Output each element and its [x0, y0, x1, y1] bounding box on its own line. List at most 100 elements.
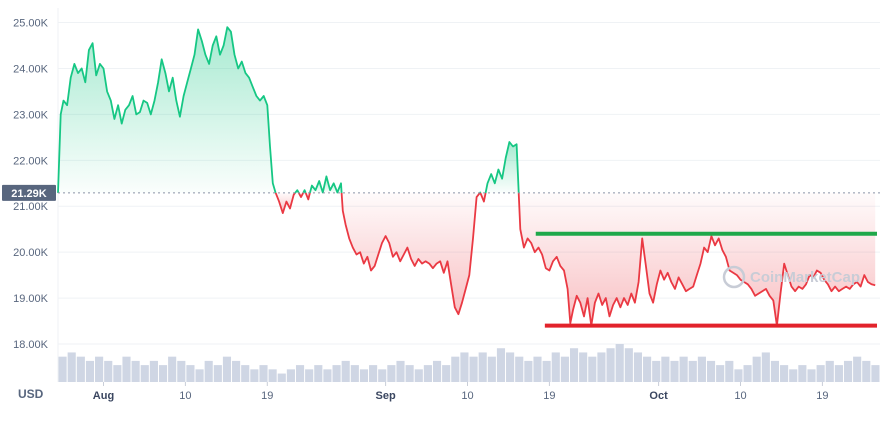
- volume-bar: [85, 360, 95, 382]
- y-tick-label: 22.00K: [13, 155, 49, 167]
- volume-bar: [542, 360, 551, 382]
- volume-bar: [369, 365, 378, 382]
- volume-bar: [122, 356, 131, 382]
- volume-bar: [131, 360, 140, 382]
- volume-bar: [770, 360, 780, 382]
- volume-bar: [76, 356, 85, 382]
- volume-bar: [168, 356, 177, 382]
- volume-bar: [789, 369, 798, 382]
- area-fill-up: [309, 176, 342, 193]
- volume-bar: [387, 365, 396, 382]
- volume-bar: [569, 348, 579, 382]
- volume-bar: [853, 356, 862, 382]
- volume-bar: [140, 365, 149, 382]
- volume-bar: [241, 365, 250, 382]
- volume-bar: [332, 365, 341, 382]
- y-tick-label: 25.00K: [13, 18, 49, 30]
- coinmarketcap-logo-icon: [722, 265, 746, 289]
- volume-bar: [104, 360, 113, 382]
- volume-bar: [652, 360, 661, 382]
- volume-bar: [478, 352, 487, 382]
- price-line-up: [309, 175, 343, 194]
- x-tick-label: 10: [179, 390, 191, 402]
- volume-bar: [643, 356, 652, 382]
- volume-bars: [58, 344, 880, 382]
- volume-bar: [232, 360, 241, 382]
- volume-bar: [515, 356, 524, 382]
- trend-annotations: [535, 231, 877, 328]
- volume-bar: [359, 369, 369, 382]
- volume-bar: [314, 365, 323, 382]
- y-tick-label: 18.00K: [13, 339, 49, 351]
- y-tick-label: 20.00K: [13, 247, 49, 259]
- volume-bar: [186, 365, 195, 382]
- volume-bar: [213, 365, 222, 382]
- volume-bar: [843, 360, 853, 382]
- volume-bar: [524, 360, 533, 382]
- volume-bar: [588, 356, 597, 382]
- x-tick-label: Oct: [649, 390, 668, 402]
- volume-bar: [670, 360, 679, 382]
- volume-bar: [277, 373, 286, 382]
- price-line-up: [484, 141, 520, 194]
- volume-bar: [752, 356, 761, 382]
- volume-bar: [606, 348, 615, 382]
- volume-bar: [405, 365, 414, 382]
- area-fill-down: [341, 192, 480, 315]
- volume-bar: [506, 352, 515, 382]
- x-tick-label: 19: [261, 390, 273, 402]
- volume-bar: [158, 365, 168, 382]
- volume-bar: [496, 348, 506, 382]
- volume-bar: [113, 365, 122, 382]
- volume-bar: [350, 365, 359, 382]
- x-tick-label: Aug: [93, 390, 114, 402]
- volume-bar: [661, 356, 670, 382]
- price-line-down: [340, 192, 481, 316]
- area-fill-up: [485, 142, 519, 193]
- volume-bar: [195, 369, 204, 382]
- volume-bar: [560, 356, 569, 382]
- area-fills: [58, 27, 876, 326]
- volume-bar: [323, 369, 332, 382]
- volume-bar: [295, 365, 305, 382]
- volume-bar: [250, 369, 259, 382]
- volume-bar: [204, 360, 213, 382]
- price-line-up: [57, 26, 277, 194]
- volume-bar: [697, 356, 706, 382]
- volume-bar: [743, 365, 752, 382]
- y-tick-label: 19.00K: [13, 293, 49, 305]
- volume-bar: [58, 356, 67, 382]
- volume-bar: [624, 348, 633, 382]
- x-axis: Aug 10 19 Sep 10 19 Oct 10 19: [93, 382, 829, 402]
- price-line-down: [304, 192, 311, 201]
- volume-bar: [862, 360, 871, 382]
- x-tick-label: 19: [816, 390, 828, 402]
- volume-bar: [579, 352, 588, 382]
- volume-bar: [825, 360, 834, 382]
- volume-bar: [177, 360, 186, 382]
- current-price-label: 21.29K: [11, 188, 47, 200]
- volume-bar: [460, 352, 469, 382]
- x-tick-label: Sep: [376, 390, 396, 402]
- volume-bar: [222, 356, 232, 382]
- volume-bar: [871, 365, 880, 382]
- volume-bar: [725, 360, 734, 382]
- volume-bar: [615, 344, 624, 382]
- volume-bar: [807, 369, 816, 382]
- volume-bar: [761, 352, 770, 382]
- volume-bar: [734, 369, 743, 382]
- volume-bar: [679, 356, 688, 382]
- volume-bar: [798, 365, 807, 382]
- volume-bar: [268, 369, 277, 382]
- volume-bar: [396, 360, 405, 382]
- volume-bar: [378, 369, 387, 382]
- price-line-down: [517, 192, 876, 327]
- volume-bar: [834, 365, 843, 382]
- x-tick-label: 10: [734, 390, 746, 402]
- x-tick-label: 19: [543, 390, 555, 402]
- volume-bar: [597, 352, 606, 382]
- area-fill-down: [518, 192, 876, 326]
- volume-bar: [469, 356, 478, 382]
- volume-bar: [305, 369, 314, 382]
